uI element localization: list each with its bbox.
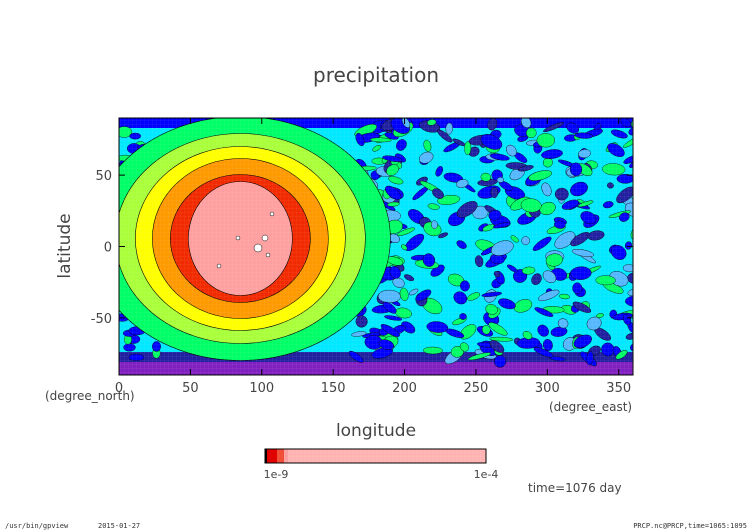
x-tick-label: 150 xyxy=(321,381,346,396)
x-tick-label: 250 xyxy=(464,381,489,396)
noise-blob xyxy=(632,167,648,182)
x-tick-label: 200 xyxy=(392,381,417,396)
footer-date: 2015-01-27 xyxy=(98,522,140,530)
colorbar-frame xyxy=(264,448,487,464)
colorbar-segment-black xyxy=(265,449,267,463)
x-tick-label: 0 xyxy=(115,381,123,396)
x-tick-label: 300 xyxy=(535,381,560,396)
x-axis-label: longitude xyxy=(336,421,416,441)
x-tick-label: 350 xyxy=(606,381,631,396)
footer-source: PRCP.nc@PRCP,time=1065:1095 xyxy=(633,522,747,530)
y-tick-label: 50 xyxy=(95,169,112,184)
time-label: time=1076 day xyxy=(528,481,622,495)
colorbar-label-right: 1e-4 xyxy=(474,468,499,481)
y-axis-label: latitude xyxy=(55,213,75,278)
x-tick-label: 100 xyxy=(249,381,274,396)
colorbar-label-left: 1e-9 xyxy=(264,468,289,481)
plot-area xyxy=(119,118,648,375)
x-tick-label: 50 xyxy=(182,381,199,396)
y-unit-label: (degree_north) xyxy=(45,389,135,403)
x-unit-label: (degree_east) xyxy=(549,400,632,414)
colorbar-segment-light xyxy=(284,449,288,463)
y-tick-label: 0 xyxy=(104,241,112,256)
y-tick-label: -50 xyxy=(91,312,112,327)
footer-program: /usr/bin/gpview xyxy=(5,522,69,530)
colorbar: 1e-9 1e-4 xyxy=(264,448,499,481)
chart-title: precipitation xyxy=(313,63,439,87)
colorbar-segment-orange xyxy=(277,449,284,463)
x-axis: 0 50 100 150 200 250 300 350 xyxy=(115,118,631,396)
grid-overlay xyxy=(119,118,633,375)
y-axis: 50 0 -50 xyxy=(91,169,633,327)
colorbar-segment-red xyxy=(267,449,277,463)
colorbar-grid xyxy=(288,449,486,463)
